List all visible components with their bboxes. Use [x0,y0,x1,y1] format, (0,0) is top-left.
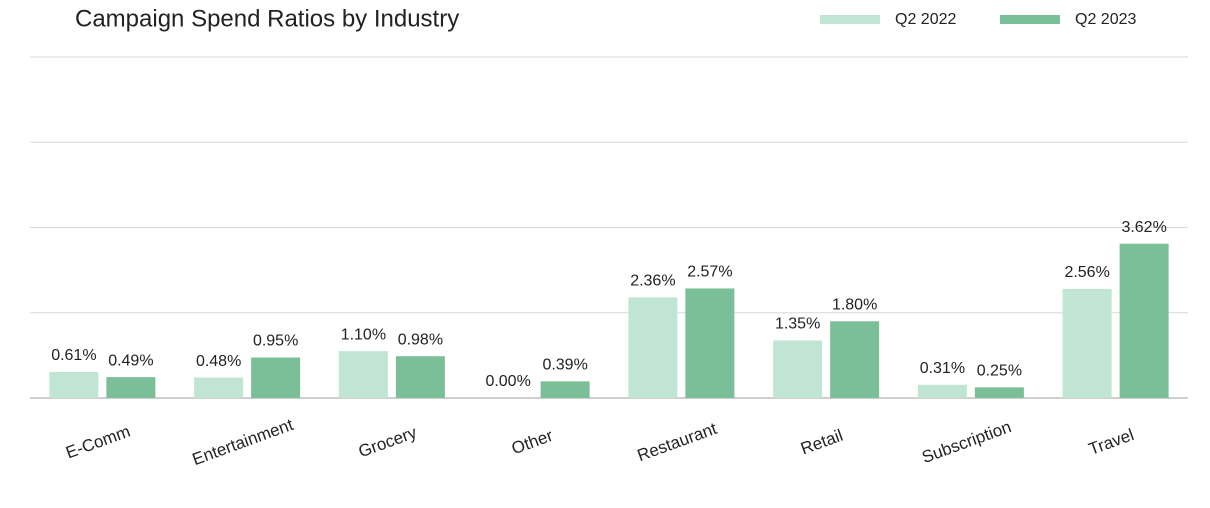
bar [106,377,156,398]
value-label: 2.56% [1064,264,1109,281]
x-tick-label: Entertainment [190,415,296,469]
legend-label: Q2 2023 [1075,11,1136,28]
value-label: 1.35% [775,316,820,333]
value-label: 0.95% [253,333,298,350]
value-label: 3.62% [1121,219,1166,236]
bar [1062,288,1112,398]
x-tick-label: Retail [798,426,845,459]
x-tick-label: Subscription [919,417,1013,467]
legend-label: Q2 2022 [895,11,956,28]
x-tick-label: E-Comm [63,422,133,463]
x-tick-label: Grocery [356,423,420,462]
value-label: 1.10% [341,326,386,343]
bar [338,351,388,398]
bar [917,384,967,398]
x-tick-label: Restaurant [635,419,720,465]
bar [251,357,301,398]
value-label: 0.31% [920,360,965,377]
bar [540,381,590,398]
bar [773,340,823,398]
value-label: 0.00% [485,373,530,390]
bar [628,297,678,398]
value-label: 0.39% [542,357,587,374]
chart-title: Campaign Spend Ratios by Industry [75,5,459,32]
value-label: 2.57% [687,264,732,281]
value-label: 0.48% [196,353,241,370]
x-tick-label: Other [509,426,556,459]
value-label: 0.49% [108,352,153,369]
value-label: 0.25% [977,363,1022,380]
legend-swatch [820,15,880,24]
bar [1119,243,1169,398]
value-label: 2.36% [630,273,675,290]
value-label: 0.61% [51,347,96,364]
bar [685,288,735,398]
value-label: 1.80% [832,296,877,313]
bar [974,387,1024,398]
bar [194,377,244,398]
bar [830,321,880,398]
legend-swatch [1000,15,1060,24]
bar [395,356,445,398]
bar [49,371,99,398]
value-label: 0.98% [398,331,443,348]
x-tick-label: Travel [1086,425,1136,459]
